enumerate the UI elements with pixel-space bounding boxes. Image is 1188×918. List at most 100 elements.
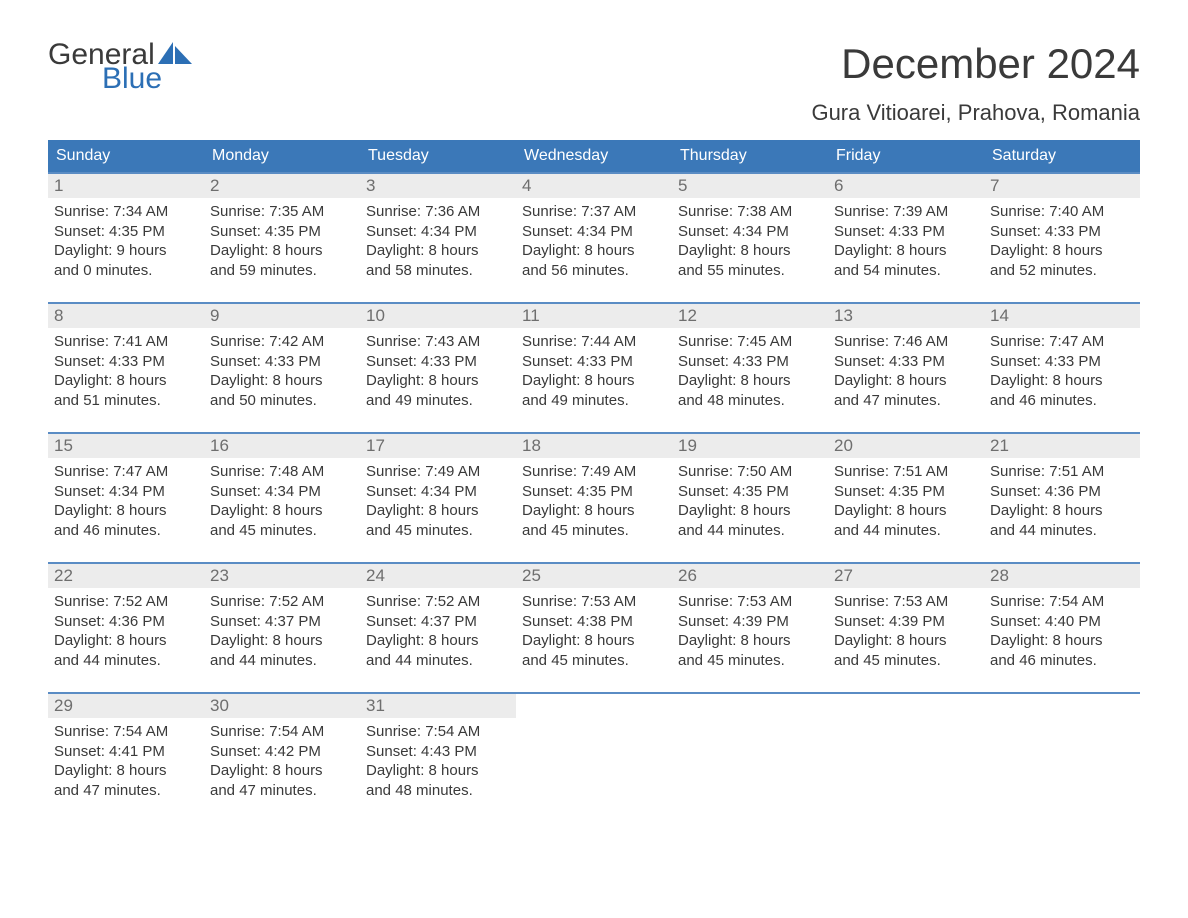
sunrise-text: Sunrise: 7:37 AM — [522, 202, 666, 222]
sunrise-text: Sunrise: 7:49 AM — [366, 462, 510, 482]
calendar-week: 15Sunrise: 7:47 AMSunset: 4:34 PMDayligh… — [48, 432, 1140, 546]
sunset-text: Sunset: 4:38 PM — [522, 612, 666, 632]
sunset-text: Sunset: 4:41 PM — [54, 742, 198, 762]
sunset-text: Sunset: 4:33 PM — [990, 352, 1134, 372]
daylight-line2: and 45 minutes. — [522, 521, 666, 541]
day-body: Sunrise: 7:49 AMSunset: 4:35 PMDaylight:… — [516, 458, 672, 546]
sunset-text: Sunset: 4:33 PM — [678, 352, 822, 372]
sunrise-text: Sunrise: 7:50 AM — [678, 462, 822, 482]
calendar-day-cell: 17Sunrise: 7:49 AMSunset: 4:34 PMDayligh… — [360, 434, 516, 546]
day-body: Sunrise: 7:42 AMSunset: 4:33 PMDaylight:… — [204, 328, 360, 416]
sunset-text: Sunset: 4:33 PM — [54, 352, 198, 372]
daylight-line2: and 44 minutes. — [210, 651, 354, 671]
day-number: 29 — [48, 694, 204, 718]
day-number: 18 — [516, 434, 672, 458]
sunset-text: Sunset: 4:39 PM — [678, 612, 822, 632]
calendar-day-cell: 24Sunrise: 7:52 AMSunset: 4:37 PMDayligh… — [360, 564, 516, 676]
calendar-day-cell: 11Sunrise: 7:44 AMSunset: 4:33 PMDayligh… — [516, 304, 672, 416]
daylight-line2: and 45 minutes. — [678, 651, 822, 671]
calendar-day-cell: 4Sunrise: 7:37 AMSunset: 4:34 PMDaylight… — [516, 174, 672, 286]
sunset-text: Sunset: 4:35 PM — [522, 482, 666, 502]
calendar-day-cell: 16Sunrise: 7:48 AMSunset: 4:34 PMDayligh… — [204, 434, 360, 546]
sunset-text: Sunset: 4:35 PM — [210, 222, 354, 242]
day-header-sunday: Sunday — [48, 140, 204, 172]
calendar-day-cell: 7Sunrise: 7:40 AMSunset: 4:33 PMDaylight… — [984, 174, 1140, 286]
logo: General Blue — [48, 40, 194, 94]
calendar-day-cell — [672, 694, 828, 806]
day-number: 10 — [360, 304, 516, 328]
calendar-day-cell: 1Sunrise: 7:34 AMSunset: 4:35 PMDaylight… — [48, 174, 204, 286]
calendar-day-cell: 31Sunrise: 7:54 AMSunset: 4:43 PMDayligh… — [360, 694, 516, 806]
sunset-text: Sunset: 4:39 PM — [834, 612, 978, 632]
sunset-text: Sunset: 4:34 PM — [678, 222, 822, 242]
day-number: 30 — [204, 694, 360, 718]
sunrise-text: Sunrise: 7:35 AM — [210, 202, 354, 222]
daylight-line2: and 49 minutes. — [366, 391, 510, 411]
sunrise-text: Sunrise: 7:46 AM — [834, 332, 978, 352]
daylight-line2: and 52 minutes. — [990, 261, 1134, 281]
sunset-text: Sunset: 4:34 PM — [54, 482, 198, 502]
day-header-wednesday: Wednesday — [516, 140, 672, 172]
day-number: 21 — [984, 434, 1140, 458]
calendar-day-cell: 21Sunrise: 7:51 AMSunset: 4:36 PMDayligh… — [984, 434, 1140, 546]
sunrise-text: Sunrise: 7:36 AM — [366, 202, 510, 222]
day-number: 9 — [204, 304, 360, 328]
daylight-line2: and 46 minutes. — [990, 391, 1134, 411]
daylight-line2: and 45 minutes. — [834, 651, 978, 671]
daylight-line1: Daylight: 8 hours — [990, 371, 1134, 391]
calendar-day-cell: 12Sunrise: 7:45 AMSunset: 4:33 PMDayligh… — [672, 304, 828, 416]
calendar-day-cell: 8Sunrise: 7:41 AMSunset: 4:33 PMDaylight… — [48, 304, 204, 416]
weeks-container: 1Sunrise: 7:34 AMSunset: 4:35 PMDaylight… — [48, 172, 1140, 806]
daylight-line1: Daylight: 8 hours — [54, 501, 198, 521]
daylight-line2: and 47 minutes. — [210, 781, 354, 801]
sunrise-text: Sunrise: 7:48 AM — [210, 462, 354, 482]
daylight-line2: and 58 minutes. — [366, 261, 510, 281]
daylight-line1: Daylight: 8 hours — [678, 501, 822, 521]
sunset-text: Sunset: 4:40 PM — [990, 612, 1134, 632]
day-number: 19 — [672, 434, 828, 458]
daylight-line2: and 47 minutes. — [834, 391, 978, 411]
daylight-line1: Daylight: 8 hours — [834, 501, 978, 521]
sunrise-text: Sunrise: 7:54 AM — [210, 722, 354, 742]
daylight-line1: Daylight: 8 hours — [834, 631, 978, 651]
daylight-line2: and 55 minutes. — [678, 261, 822, 281]
day-body: Sunrise: 7:52 AMSunset: 4:37 PMDaylight:… — [204, 588, 360, 676]
header-row: General Blue December 2024 — [48, 40, 1140, 94]
day-number: 2 — [204, 174, 360, 198]
calendar-week: 8Sunrise: 7:41 AMSunset: 4:33 PMDaylight… — [48, 302, 1140, 416]
daylight-line1: Daylight: 8 hours — [834, 371, 978, 391]
calendar-day-cell: 25Sunrise: 7:53 AMSunset: 4:38 PMDayligh… — [516, 564, 672, 676]
day-body: Sunrise: 7:54 AMSunset: 4:40 PMDaylight:… — [984, 588, 1140, 676]
daylight-line1: Daylight: 8 hours — [366, 631, 510, 651]
day-number: 22 — [48, 564, 204, 588]
calendar-day-cell: 30Sunrise: 7:54 AMSunset: 4:42 PMDayligh… — [204, 694, 360, 806]
day-body: Sunrise: 7:46 AMSunset: 4:33 PMDaylight:… — [828, 328, 984, 416]
sunrise-text: Sunrise: 7:53 AM — [678, 592, 822, 612]
day-number: 5 — [672, 174, 828, 198]
daylight-line2: and 50 minutes. — [210, 391, 354, 411]
day-body: Sunrise: 7:41 AMSunset: 4:33 PMDaylight:… — [48, 328, 204, 416]
day-body: Sunrise: 7:37 AMSunset: 4:34 PMDaylight:… — [516, 198, 672, 286]
day-number: 17 — [360, 434, 516, 458]
calendar-week: 29Sunrise: 7:54 AMSunset: 4:41 PMDayligh… — [48, 692, 1140, 806]
day-body: Sunrise: 7:53 AMSunset: 4:39 PMDaylight:… — [672, 588, 828, 676]
calendar-day-cell: 13Sunrise: 7:46 AMSunset: 4:33 PMDayligh… — [828, 304, 984, 416]
day-number: 24 — [360, 564, 516, 588]
day-body: Sunrise: 7:54 AMSunset: 4:42 PMDaylight:… — [204, 718, 360, 806]
day-body: Sunrise: 7:47 AMSunset: 4:34 PMDaylight:… — [48, 458, 204, 546]
sunset-text: Sunset: 4:42 PM — [210, 742, 354, 762]
day-body: Sunrise: 7:52 AMSunset: 4:36 PMDaylight:… — [48, 588, 204, 676]
day-number: 4 — [516, 174, 672, 198]
daylight-line2: and 44 minutes. — [366, 651, 510, 671]
day-body: Sunrise: 7:49 AMSunset: 4:34 PMDaylight:… — [360, 458, 516, 546]
daylight-line1: Daylight: 8 hours — [522, 371, 666, 391]
calendar-day-cell — [984, 694, 1140, 806]
daylight-line2: and 45 minutes. — [366, 521, 510, 541]
daylight-line2: and 44 minutes. — [54, 651, 198, 671]
sunset-text: Sunset: 4:34 PM — [210, 482, 354, 502]
daylight-line1: Daylight: 8 hours — [990, 241, 1134, 261]
sunset-text: Sunset: 4:33 PM — [990, 222, 1134, 242]
day-number: 15 — [48, 434, 204, 458]
day-number: 8 — [48, 304, 204, 328]
page-title: December 2024 — [841, 40, 1140, 88]
